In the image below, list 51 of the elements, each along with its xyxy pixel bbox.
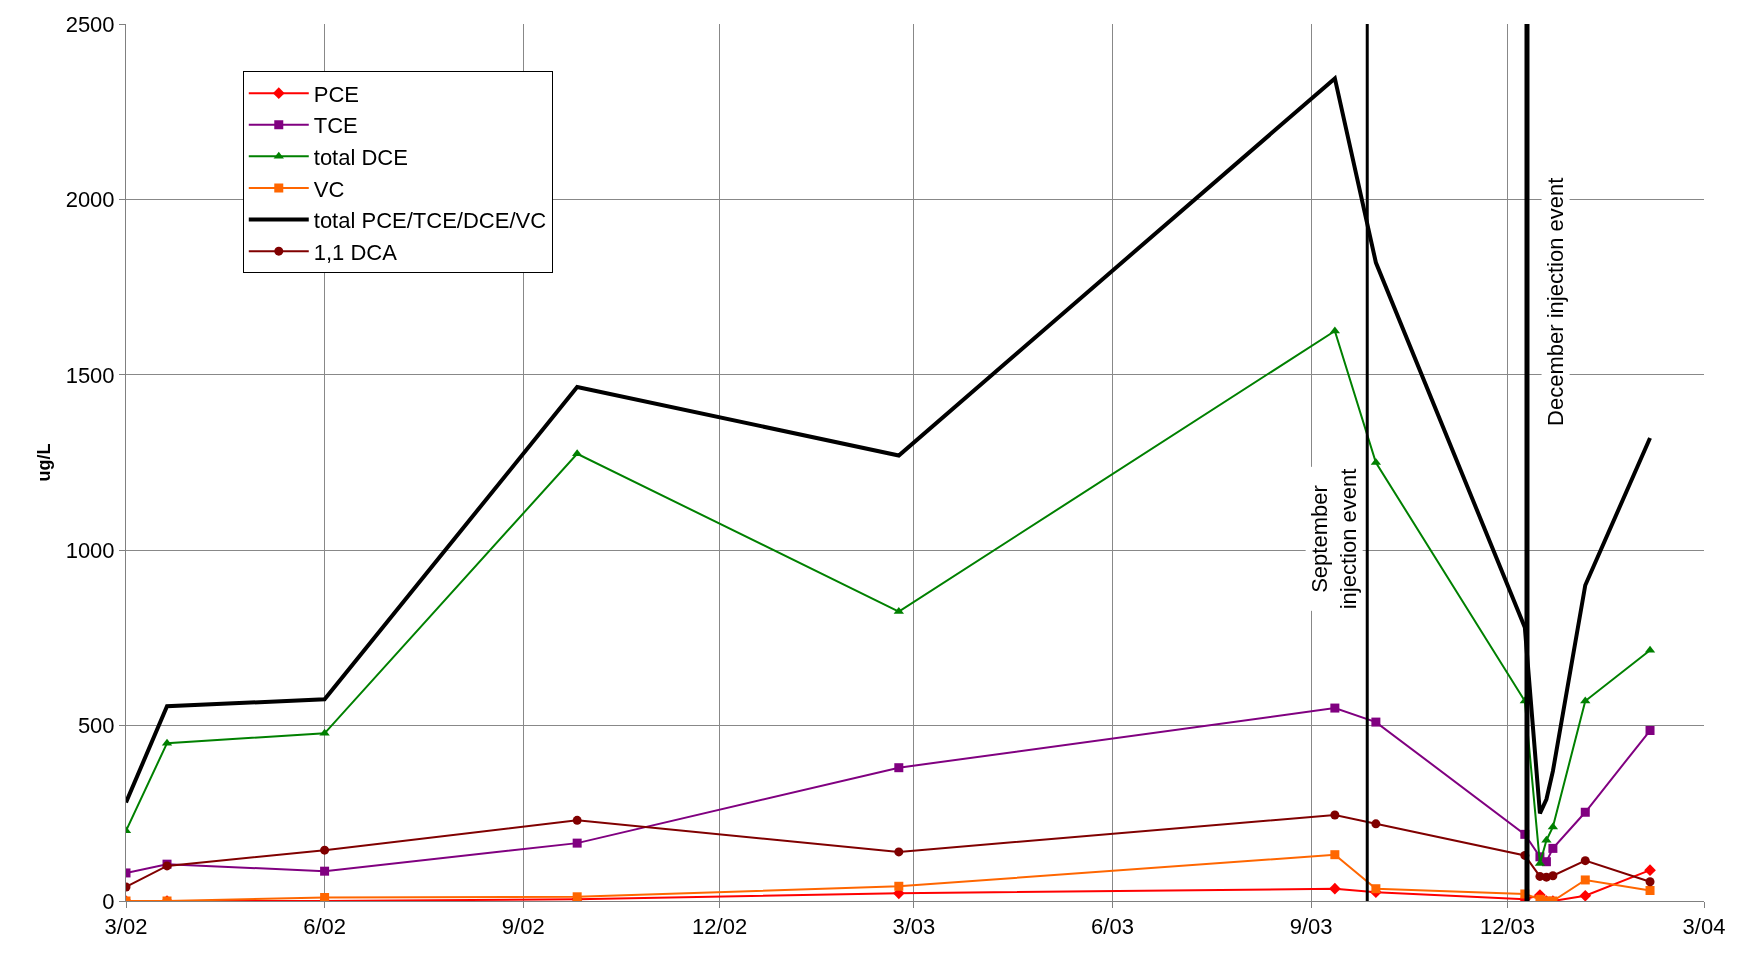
point <box>1541 857 1551 867</box>
point <box>1371 819 1381 829</box>
point <box>1580 696 1591 704</box>
x-tick-label: 12/03 <box>1480 914 1536 940</box>
y-tick-label: 1000 <box>65 537 115 563</box>
point <box>1548 843 1558 853</box>
ref-line-label: September injection event <box>1307 468 1361 610</box>
legend-label: PCE <box>313 81 360 107</box>
x-tick-label: 9/03 <box>1289 914 1333 940</box>
point <box>894 847 904 857</box>
point <box>1579 889 1592 901</box>
legend-label: 1,1 DCA <box>313 239 398 265</box>
ref-line-label: December injection event <box>1543 177 1569 426</box>
point <box>1541 835 1552 843</box>
point <box>1330 810 1340 820</box>
point <box>894 881 904 891</box>
point <box>1371 884 1381 894</box>
point <box>572 838 582 848</box>
x-tick-label: 3/03 <box>892 914 936 940</box>
y-tick-label: 2500 <box>65 11 115 37</box>
point <box>319 728 330 736</box>
y-tick-label: 0 <box>102 888 115 914</box>
x-tick-label: 9/02 <box>501 914 545 940</box>
point <box>1580 875 1590 885</box>
point <box>1645 877 1655 887</box>
y-axis-title: ug/L <box>33 443 54 482</box>
point <box>1371 717 1381 727</box>
point <box>1580 807 1590 817</box>
point <box>1330 703 1340 713</box>
point <box>1645 885 1655 895</box>
y-tick-label: 2000 <box>65 187 115 213</box>
point <box>1580 856 1590 866</box>
point <box>320 845 330 855</box>
x-tick-label: 3/04 <box>1682 914 1726 940</box>
y-tick-label: 1500 <box>65 362 115 388</box>
point <box>1645 726 1655 736</box>
legend-label: VC <box>313 176 345 202</box>
y-tick-label: 500 <box>77 713 115 739</box>
point <box>1329 882 1341 895</box>
point <box>1548 871 1558 881</box>
x-tick-label: 12/02 <box>692 914 748 940</box>
x-tick-label: 6/03 <box>1091 914 1134 940</box>
point <box>572 815 582 825</box>
legend-label: total DCE <box>313 144 408 170</box>
legend-label: TCE <box>313 113 358 139</box>
point <box>1330 850 1340 860</box>
point <box>894 763 904 773</box>
legend-label: total PCE/TCE/DCE/VC <box>313 208 547 234</box>
x-tick-label: 6/02 <box>303 914 347 940</box>
point <box>320 866 330 876</box>
x-tick-label: 3/02 <box>104 914 148 940</box>
